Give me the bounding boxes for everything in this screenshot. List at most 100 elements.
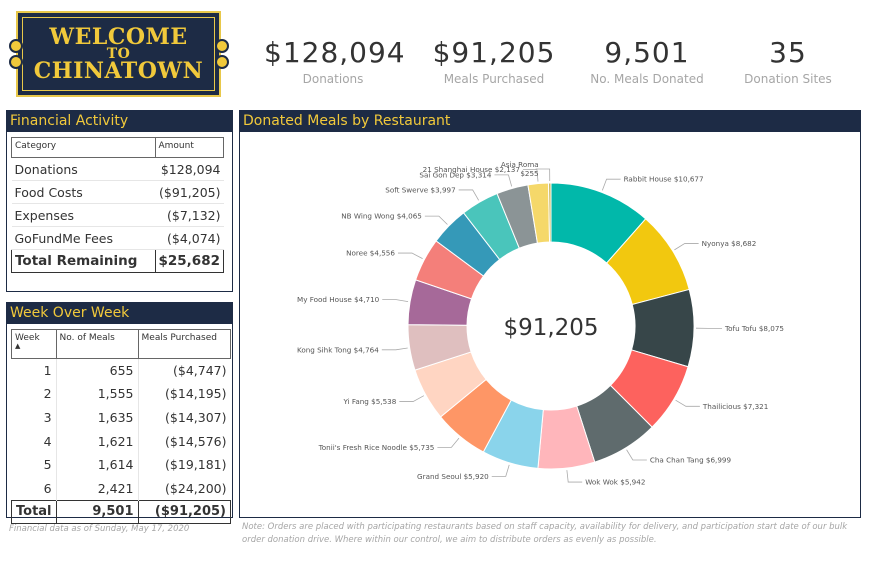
purchased-cell: ($19,181) [137,452,231,477]
table-row: 1 655 ($4,747) [12,358,231,383]
amount-cell: ($4,074) [155,226,224,250]
total-label: Total Remaining [11,249,155,273]
leader-line [566,470,583,483]
week-cell: 6 [43,480,52,496]
slice-label: Yi Fang $5,538 [342,397,396,406]
slice-label: Asia Roma $255 [501,160,539,178]
logo-line-3: CHINATOWN [33,58,204,84]
kpi-donation-sites: 35 Donation Sites [740,36,836,88]
column-header[interactable]: Amount [154,137,224,158]
total-meals: 9,501 [55,499,139,525]
knot-icon [9,39,23,53]
column-header[interactable]: No. of Meals [55,329,139,359]
leader-line [674,243,699,251]
table-row: 5 1,614 ($19,181) [12,452,231,477]
leader-line [399,395,425,402]
week-cell: 5 [43,457,52,473]
table-row: Donations $128,094 [11,157,224,181]
knot-icon [9,55,23,69]
column-header-week[interactable]: Week ▲ [11,329,57,359]
leader-line [522,169,539,182]
panel-title: Week Over Week [7,303,232,324]
total-label: Total [11,499,57,525]
kpi-label: No. Meals Donated [590,72,704,86]
panel-title: Donated Meals by Restaurant [240,111,860,132]
table-row: 6 2,421 ($24,200) [12,476,231,501]
kpi-value: 9,501 [604,36,690,69]
knot-icon [215,55,229,69]
table-row: 2 1,555 ($14,195) [12,382,231,406]
column-header[interactable]: Category [11,137,155,158]
amount-cell: ($7,132) [155,203,224,227]
leader-line [381,347,408,351]
kpi-value: $91,205 [432,36,556,69]
leader-line [601,178,621,191]
leader-line [675,399,700,407]
total-row: Total 9,501 ($91,205) [11,499,232,525]
meals-cell: 655 [55,358,139,383]
data-date-footnote: Financial data as of Sunday, May 17, 202… [9,524,190,534]
logo-banner: WELCOME TO CHINATOWN [16,11,221,97]
slice-label: Cha Chan Tang $6,999 [650,455,732,464]
slice-label: Nyonya $8,682 [702,239,757,248]
column-header[interactable]: Meals Purchased [137,329,232,359]
kpi-value: 35 [769,36,807,69]
leader-line [494,174,513,187]
slice-label: Tonii's Fresh Rice Noodle $5,735 [318,443,435,452]
leader-line [535,168,551,182]
donut-chart: Rabbit House $10,677 Nyonya $8,682 Tofu To… [297,160,784,487]
donated-meals-panel: Donated Meals by Restaurant Rabbit House… [239,110,861,518]
week-over-week-panel: Week Over Week Week ▲ No. of Meals Meals… [6,302,233,525]
leader-line [626,449,647,461]
leader-line [382,299,409,303]
financial-activity-panel: Financial Activity Category Amount Donat… [6,110,233,292]
purchased-cell: ($4,747) [137,358,231,383]
slice-label: Soft Swerve $3,997 [385,185,455,194]
kpi-label: Meals Purchased [443,72,545,86]
table-row: Food Costs ($91,205) [11,180,224,204]
slice-label: NB Wing Wong $4,065 [341,212,422,221]
table-row: Expenses ($7,132) [11,203,224,227]
slice-label: Noree $4,556 [346,249,395,258]
knot-icon [215,39,229,53]
kpi-donations: $128,094 Donations [264,36,406,88]
slice-label: Rabbit House $10,677 [624,175,704,184]
slice-label: Sai Gon Dep $3,314 [419,170,491,179]
amount-cell: $128,094 [155,157,224,181]
kpi-meals-donated: 9,501 No. Meals Donated [584,36,710,88]
meals-cell: 1,614 [55,452,139,477]
leader-line [437,437,460,448]
category-cell: Expenses [11,203,155,227]
week-cell: 4 [43,433,52,449]
slice-asia-roma[interactable] [548,182,552,243]
logo: WELCOME TO CHINATOWN [9,11,229,97]
slice-label: Kong Sihk Tong $4,764 [297,345,379,354]
table-row: 3 1,635 ($14,307) [12,405,231,430]
meals-cell: 1,555 [55,382,139,406]
financial-table: Category Amount Donations $128,094 Food … [11,137,224,273]
kpi-value: $128,094 [264,36,406,69]
chart-note: Note: Orders are placed with participati… [242,522,848,545]
category-cell: GoFundMe Fees [11,226,155,250]
slice-label: Wok Wok $5,942 [585,478,645,487]
week-cell: 1 [43,363,52,379]
leader-line [458,189,480,201]
purchased-cell: ($14,195) [137,382,231,406]
slice-label: My Food House $4,710 [297,295,380,304]
leader-line [491,464,510,477]
total-amount: $25,682 [154,249,224,273]
slice-label: Grand Seoul $5,920 [417,472,489,481]
meals-cell: 1,635 [55,405,139,430]
slice-label: Thailicious $7,321 [702,402,768,411]
sort-ascending-icon[interactable]: ▲ [15,342,21,350]
logo-line-1: WELCOME [49,24,188,50]
total-row: Total Remaining $25,682 [11,249,224,273]
leader-line [397,252,423,260]
meals-cell: 2,421 [55,476,139,501]
total-purchased: ($91,205) [137,499,232,525]
table-row: 4 1,621 ($14,576) [12,429,231,453]
meals-cell: 1,621 [55,429,139,453]
category-cell: Food Costs [11,180,155,204]
kpi-label: Donation Sites [744,72,832,86]
donut-center-value: $91,205 [503,315,598,341]
